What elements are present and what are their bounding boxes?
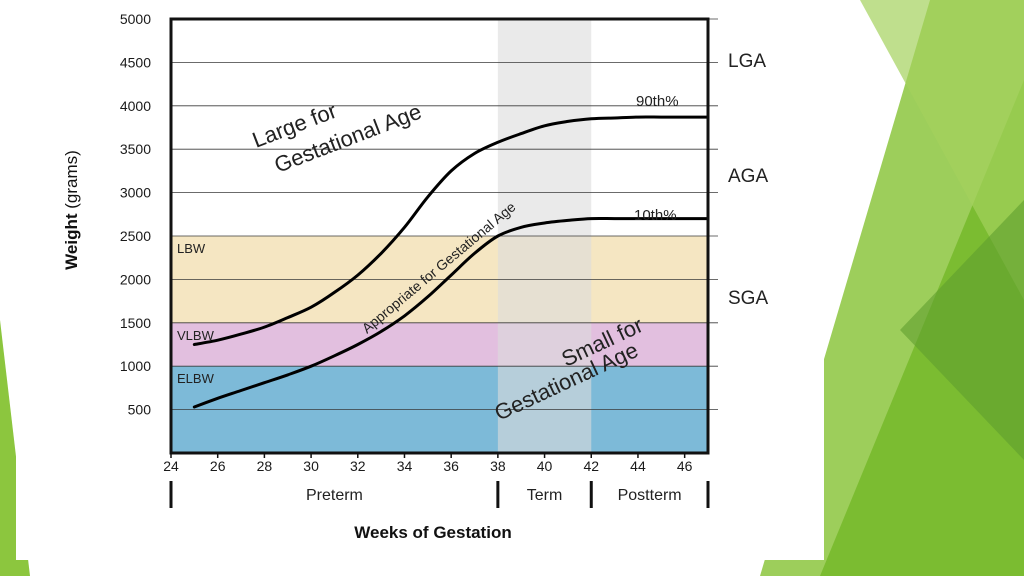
y-tick-3000: 3000 (120, 185, 151, 201)
x-tick-42: 42 (583, 458, 599, 474)
gestation-periods: Preterm Term Postterm (169, 481, 710, 508)
right-label-sga: SGA (728, 288, 768, 309)
y-tick-4000: 4000 (120, 98, 151, 114)
x-tick-24: 24 (163, 458, 179, 474)
x-tick-28: 28 (257, 458, 273, 474)
right-decor-shape-4 (900, 200, 1024, 460)
band-labels: LBW VLBW ELBW (177, 241, 215, 386)
y-tick-4500: 4500 (120, 54, 151, 70)
band-label-elbw: ELBW (177, 371, 215, 386)
band-vlbw (171, 322, 708, 367)
curve-10thpct (192, 217, 710, 409)
band-label-lbw: LBW (177, 241, 206, 256)
weight-bands (171, 236, 708, 453)
y-tick-2500: 2500 (120, 228, 151, 244)
right-label-lga: LGA (728, 51, 766, 72)
x-axis-title: Weeks of Gestation (354, 523, 511, 542)
plot-frame (169, 17, 710, 455)
chart-card: 500 1000 1500 2000 2500 3000 3500 4000 4500 5000 … (16, 0, 824, 560)
y-axis-title: Weight (grams) (62, 150, 81, 270)
x-tick-38: 38 (490, 458, 506, 474)
curve-label-10th: 10th% (634, 207, 677, 224)
x-tick-34: 34 (397, 458, 413, 474)
right-decor-shape-3 (860, 0, 1024, 300)
period-label-term: Term (527, 487, 563, 504)
curve-label-90th: 90th% (636, 93, 679, 110)
right-label-aga: AGA (728, 166, 768, 187)
y-axis-title-bold: Weight (62, 213, 81, 270)
x-tick-labels: 24 26 28 30 32 34 36 38 40 42 44 46 (163, 453, 693, 474)
x-tick-36: 36 (443, 458, 459, 474)
percentile-curves (192, 115, 710, 409)
y-tick-3500: 3500 (120, 141, 151, 157)
x-tick-32: 32 (350, 458, 366, 474)
y-axis-title-unit: (grams) (62, 150, 81, 213)
y-tick-1000: 1000 (120, 358, 151, 374)
x-tick-40: 40 (537, 458, 553, 474)
curve-90thpct (192, 115, 710, 346)
x-tick-30: 30 (303, 458, 319, 474)
y-tick-labels: 500 1000 1500 2000 2500 3000 3500 4000 4500 5000 (120, 11, 151, 418)
y-tick-1500: 1500 (120, 315, 151, 331)
period-label-preterm: Preterm (306, 487, 363, 504)
period-label-postterm: Postterm (618, 487, 682, 504)
x-tick-44: 44 (630, 458, 646, 474)
x-tick-46: 46 (677, 458, 693, 474)
band-label-vlbw: VLBW (177, 328, 215, 343)
x-tick-26: 26 (210, 458, 226, 474)
y-tick-5000: 5000 (120, 11, 151, 27)
gestation-chart: 500100015002000250030003500400045005000 … (62, 11, 768, 542)
y-tick-500: 500 (128, 402, 152, 418)
y-tick-2000: 2000 (120, 271, 151, 287)
